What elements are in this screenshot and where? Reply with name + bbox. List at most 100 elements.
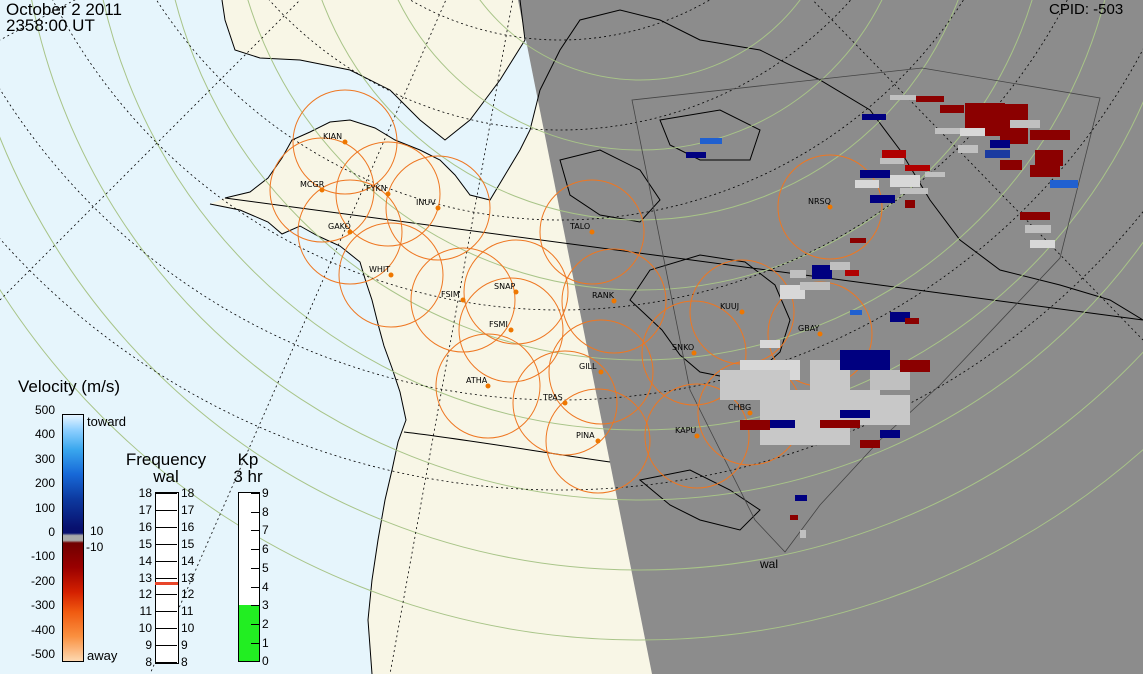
date-label: October 2 2011 <box>6 0 122 19</box>
frequency-tick-line <box>155 628 177 630</box>
velocity-vector <box>940 105 964 113</box>
velocity-mid-pos-label: 10 <box>90 524 104 538</box>
velocity-vector <box>1030 165 1060 177</box>
frequency-tick-line <box>155 509 177 511</box>
fov-circle-tpas <box>512 350 618 456</box>
fov-circle-rank <box>561 248 667 354</box>
station-dot-kian <box>342 139 348 145</box>
frequency-tick-label: 12 <box>181 587 195 602</box>
station-label-rank: RANK <box>592 291 615 300</box>
station-dot-talo <box>589 229 595 235</box>
station-label-whit: WHIT <box>369 265 390 274</box>
latitude-grid <box>0 0 1143 641</box>
velocity-vector <box>770 420 795 428</box>
velocity-vector <box>880 430 900 438</box>
kp-tick-label: 2 <box>262 616 269 631</box>
velocity-vector <box>790 270 806 278</box>
station-dot-kapu <box>694 433 700 439</box>
velocity-tick-label: -100 <box>30 549 55 564</box>
fov-circle-mcgr <box>269 137 375 243</box>
kp-tick-line <box>251 549 259 551</box>
fov-circle-kian <box>292 89 398 195</box>
station-dot-kuuj <box>739 309 745 315</box>
velocity-vector <box>812 265 832 279</box>
velocity-tick-label: 100 <box>34 500 55 515</box>
kp-tick-label: 5 <box>262 560 269 575</box>
velocity-vector <box>870 370 910 390</box>
fov-circle-fykn <box>335 141 441 247</box>
greenland-landmass <box>222 0 525 140</box>
frequency-tick-label: 17 <box>138 502 152 517</box>
velocity-vector <box>900 360 930 372</box>
velocity-vector <box>860 440 880 448</box>
station-label-kapu: KAPU <box>675 426 696 435</box>
frequency-tick-label: 10 <box>181 621 195 636</box>
station-label-snko: SNKO <box>672 343 694 352</box>
velocity-vector <box>845 270 859 276</box>
velocity-vector <box>900 188 928 194</box>
velocity-vector <box>935 128 960 134</box>
fov-circle-snko <box>641 300 747 406</box>
station-dot-tpas <box>562 400 568 406</box>
velocity-vector <box>890 175 920 187</box>
night-terminator-region <box>518 0 1143 674</box>
fov-circle-fsim <box>410 247 516 353</box>
velocity-tick-label: -500 <box>30 647 55 661</box>
station-label-kian: KIAN <box>323 132 342 141</box>
kp-tick-label: 9 <box>262 486 269 500</box>
velocity-tick-label: 200 <box>34 476 55 491</box>
velocity-vector <box>880 158 904 164</box>
station-dot-atha <box>485 383 491 389</box>
velocity-legend-title: Velocity (m/s) <box>18 377 121 396</box>
station-label-kuuj: KUUJ <box>720 302 739 311</box>
kp-tick-label: 6 <box>262 542 269 557</box>
fov-circle-talo <box>539 179 645 285</box>
us-canada-border <box>403 431 611 463</box>
kp-tick-line <box>251 493 259 494</box>
frequency-tick-label: 13 <box>138 570 152 585</box>
frequency-tick-line <box>155 662 177 663</box>
station-label-mcgr: MCGR <box>300 180 325 189</box>
velocity-vectors <box>686 95 1078 538</box>
station-label-pina: PINA <box>576 431 595 440</box>
velocity-tick-label: 500 <box>34 403 55 417</box>
velocity-tick-label: 300 <box>34 451 55 466</box>
station-label-gbay: GBAY <box>798 324 820 333</box>
kp-tick-label: 3 <box>262 598 269 613</box>
station-label-nrsq: NRSQ <box>808 197 831 206</box>
kp-legend-subtitle: 3 hr <box>233 467 263 486</box>
frequency-tick-line <box>155 543 177 545</box>
fov-circle-nrsq <box>777 154 883 260</box>
velocity-vector <box>795 495 807 501</box>
station-dot-fykn <box>385 191 391 197</box>
fov-circle-pina <box>545 388 651 494</box>
frequency-tick-label: 18 <box>181 486 195 500</box>
velocity-vector <box>830 262 850 270</box>
velocity-tick-label: -300 <box>30 598 55 613</box>
frequency-tick-label: 18 <box>138 486 152 500</box>
frequency-tick-label: 16 <box>138 519 152 534</box>
velocity-vector <box>850 238 866 243</box>
station-label-talo: TALO <box>569 222 590 231</box>
frequency-tick-label: 12 <box>138 587 152 602</box>
frequency-tick-label: 14 <box>138 553 152 568</box>
station-label-snap: SNAP <box>494 282 516 291</box>
velocity-mid-neg-label: -10 <box>86 540 104 554</box>
velocity-vector <box>850 310 862 315</box>
frequency-tick-label: 9 <box>145 638 152 653</box>
velocity-tick-label: 400 <box>34 427 55 442</box>
frequency-marker <box>155 581 178 585</box>
velocity-vector <box>1025 225 1051 233</box>
velocity-vector <box>1010 120 1040 128</box>
velocity-vector <box>958 145 978 153</box>
velocity-away-label: away <box>87 648 118 663</box>
frequency-tick-label: 8 <box>145 655 152 669</box>
station-dot-rank <box>611 298 617 304</box>
frequency-legend-subtitle: wal <box>153 467 179 486</box>
frequency-tick-label: 11 <box>181 604 194 619</box>
frequency-tick-line <box>155 526 177 528</box>
kp-tick-line <box>251 605 259 607</box>
station-dot-pina <box>595 438 601 444</box>
